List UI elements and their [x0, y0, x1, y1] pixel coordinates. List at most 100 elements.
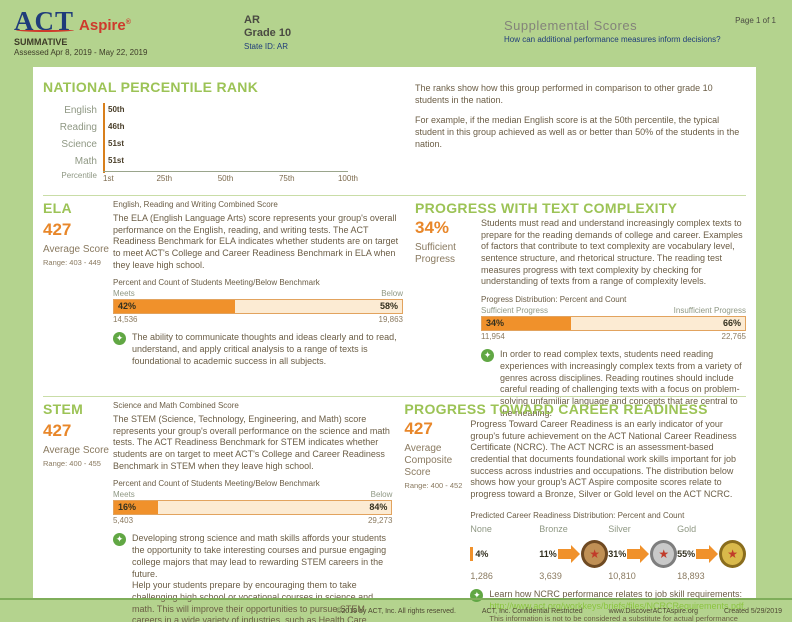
- level-count: 18,893: [677, 570, 705, 581]
- stem-benchmark-caption: Percent and Count of Students Meeting/Be…: [113, 479, 320, 489]
- chart-bar-value: 46th: [108, 121, 125, 131]
- aspire-logo: Aspire®: [79, 17, 131, 34]
- stem-body-text: The STEM (Science, Technology, Engineeri…: [113, 414, 390, 471]
- tc-tip-text: In order to read complex texts, students…: [500, 349, 742, 418]
- career-score-label: Average Composite Score: [404, 443, 453, 478]
- axis-title: Percentile: [61, 171, 97, 180]
- level-bronze: Bronze 11% ★ 3,639: [539, 524, 609, 581]
- chart-bar-value: 51st: [108, 155, 125, 165]
- ela-score-range: Range: 403 - 449: [43, 258, 101, 267]
- career-tip-text: Learn how NCRC performance relates to jo…: [489, 588, 743, 599]
- ela-benchmark-bar: 42% 58%: [113, 299, 403, 315]
- level-gold: Gold 55% ★ 18,893: [677, 524, 746, 581]
- meets-label: Meets: [113, 490, 135, 500]
- header-brand: ACT Aspire® SUMMATIVE Assessed Apr 8, 20…: [14, 8, 244, 67]
- stem-subtitle: Science and Math Combined Score: [113, 401, 239, 410]
- arrow-right-icon: [627, 544, 650, 563]
- section-national-percentile-rank: NATIONAL PERCENTILE RANK English 50th Re…: [43, 75, 746, 191]
- axis-tick: 75th: [278, 174, 295, 183]
- level-percent: 11%: [539, 548, 557, 559]
- insufficient-progress-label: Insufficient Progress: [673, 306, 746, 316]
- level-silver: Silver 31% ★ 10,810: [608, 523, 678, 581]
- axis-tick: 1st: [103, 174, 114, 183]
- assessed-dates: Assessed Apr 8, 2019 - May 22, 2019: [14, 48, 148, 57]
- level-count: 10,810: [608, 570, 636, 581]
- level-count: 1,286: [470, 570, 493, 581]
- chart-bar: 46th: [103, 119, 124, 139]
- level-label: Gold: [677, 523, 697, 534]
- below-label: Below: [370, 490, 393, 500]
- stem-tip-text: Developing strong science and math skill…: [132, 533, 392, 622]
- career-distribution-chart: None 4% 1,286 Bronze 11%: [470, 524, 746, 581]
- career-composite-score: 427: [404, 419, 433, 438]
- tc-distribution-caption: Progress Distribution: Percent and Count: [481, 295, 627, 305]
- report-body: NATIONAL PERCENTILE RANK English 50th Re…: [33, 67, 756, 622]
- chart-bar: 51st: [103, 153, 124, 173]
- stem-tip-paragraph: Help your students prepare by encouragin…: [132, 580, 374, 622]
- ela-below-count: 19,863: [378, 315, 403, 325]
- sufficient-progress-label: Sufficient Progress: [481, 306, 548, 316]
- ela-meets-percent: 42%: [118, 301, 137, 312]
- tc-insufficient-count: 22,765: [721, 332, 746, 342]
- ela-below-percent: 58%: [379, 301, 398, 312]
- report-header: ACT Aspire® SUMMATIVE Assessed Apr 8, 20…: [0, 0, 792, 67]
- compass-star-icon: ✦: [481, 349, 494, 363]
- ncrc-requirements-link[interactable]: http://www.act.org/workkeys/briefs/files…: [489, 600, 746, 611]
- career-tip-note: This information is not to be considered…: [489, 614, 738, 622]
- tc-sufficient-count: 11,954: [481, 332, 505, 342]
- arrow-right-icon: [557, 544, 581, 563]
- npr-description: The ranks show how this group performed …: [403, 75, 746, 191]
- chart-row-science: Science 51st: [43, 136, 403, 156]
- level-none: None 4% 1,286: [470, 524, 539, 581]
- axis-tick: 25th: [156, 174, 173, 183]
- chart-x-axis: Percentile 1st 25th 50th 75th 100th: [43, 171, 403, 183]
- chart-row-math: Math 51st: [43, 153, 403, 173]
- npr-description-paragraph: For example, if the median English score…: [415, 115, 740, 149]
- ela-tip: ✦ The ability to communicate thoughts an…: [113, 332, 403, 367]
- level-percent: 31%: [608, 548, 627, 559]
- chart-bar-value: 51st: [108, 138, 125, 148]
- logo-swoosh: [16, 28, 74, 32]
- region-label: AR: [244, 14, 260, 26]
- stem-tip: ✦ Developing strong science and math ski…: [113, 533, 392, 622]
- tc-sufficient-bar: 34%: [482, 317, 572, 331]
- tc-insufficient-percent: 66%: [722, 318, 741, 329]
- chart-row-label: Science: [61, 138, 97, 150]
- stem-average-score: 427: [43, 421, 72, 440]
- row-stem-career-readiness: STEM 427 Average Score Range: 400 - 455 …: [43, 401, 746, 622]
- stem-score-range: Range: 400 - 455: [43, 459, 101, 468]
- ela-meets-bar: 42%: [114, 300, 235, 314]
- npr-bar-chart: English 50th Reading 46th Science 51st M…: [43, 102, 403, 183]
- ela-subtitle: English, Reading and Writing Combined Sc…: [113, 200, 278, 209]
- axis-tick: 100th: [337, 174, 359, 183]
- stem-meets-percent: 16%: [118, 502, 137, 513]
- row-ela-text-complexity: ELA 427 Average Score Range: 403 - 449 E…: [43, 200, 746, 418]
- text-complexity-title: PROGRESS WITH TEXT COMPLEXITY: [415, 200, 678, 216]
- bronze-medal-icon: ★: [581, 539, 609, 568]
- program-label: SUMMATIVE: [14, 37, 68, 47]
- footer-confidential: ACT, Inc. Confidential Restricted: [481, 607, 583, 615]
- npr-description-paragraph: The ranks show how this group performed …: [415, 83, 713, 105]
- chart-bar-value: 50th: [108, 104, 125, 114]
- ela-body-text: The ELA (English Language Arts) score re…: [113, 213, 399, 270]
- grade-label: Grade 10: [244, 27, 292, 39]
- level-count: 3,639: [539, 570, 562, 581]
- ela-title: ELA: [43, 200, 72, 216]
- section-ela: ELA 427 Average Score Range: 403 - 449 E…: [43, 200, 403, 392]
- level-label: Silver: [608, 523, 631, 534]
- header-org-info: AR Grade 10 State ID: AR: [244, 8, 504, 67]
- footer-copyright: ©2019 by ACT, Inc. All rights reserved.: [336, 607, 456, 615]
- npr-title: NATIONAL PERCENTILE RANK: [43, 79, 259, 95]
- tc-sufficient-percent: 34%: [486, 318, 505, 329]
- arrow-right-icon: [696, 544, 719, 563]
- page-number: Page 1 of 1: [735, 16, 776, 25]
- footer-website: www.DiscoverACTAspire.org: [608, 607, 698, 615]
- level-label: None: [470, 523, 492, 534]
- chart-row-label: Reading: [59, 121, 97, 133]
- stem-meets-bar: 16%: [114, 501, 159, 515]
- section-text-complexity: PROGRESS WITH TEXT COMPLEXITY 34% Suffic…: [403, 200, 746, 418]
- stem-below-percent: 84%: [369, 502, 388, 513]
- stem-score-label: Average Score: [43, 445, 109, 456]
- tc-percent: 34%: [415, 218, 450, 237]
- section-career-readiness: PROGRESS TOWARD CAREER READINESS 427 Ave…: [392, 401, 746, 622]
